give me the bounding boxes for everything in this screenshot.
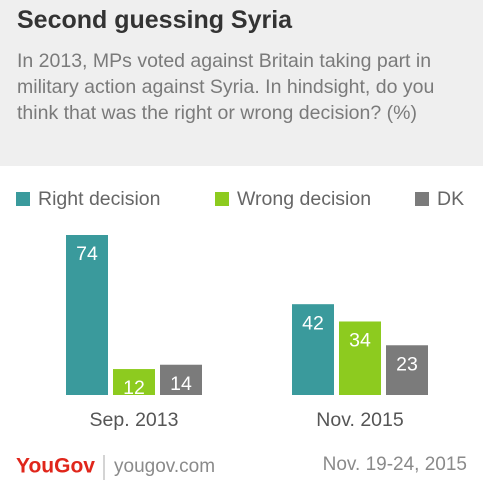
chart-subtitle: In 2013, MPs voted against Britain takin… (17, 50, 435, 124)
value-label: 12 (123, 377, 145, 399)
legend-label: Wrong decision (237, 188, 371, 210)
brand-logo: YouGov (16, 455, 95, 478)
value-label: 14 (170, 373, 192, 395)
bar (66, 235, 108, 395)
bar (292, 304, 334, 395)
bar (160, 364, 202, 395)
legend-swatch (16, 192, 30, 206)
x-tick-label: Sep. 2013 (90, 409, 179, 431)
value-label: 34 (349, 330, 371, 352)
header: Second guessing Syria In 2013, MPs voted… (0, 0, 483, 166)
bar (339, 321, 381, 395)
legend-swatch (215, 192, 229, 206)
value-label: 74 (76, 243, 98, 265)
x-tick-label: Nov. 2015 (316, 409, 404, 431)
bar (113, 369, 155, 395)
chart-title: Second guessing Syria (17, 6, 293, 34)
value-label: 42 (302, 312, 324, 334)
legend-label: DK (437, 188, 464, 210)
legend-label: Right decision (38, 188, 160, 210)
bar (386, 345, 428, 395)
value-label: 23 (396, 353, 418, 375)
fieldwork-date: Nov. 19-24, 2015 (323, 454, 467, 475)
legend-swatch (415, 192, 429, 206)
website: yougov.com (114, 456, 215, 477)
